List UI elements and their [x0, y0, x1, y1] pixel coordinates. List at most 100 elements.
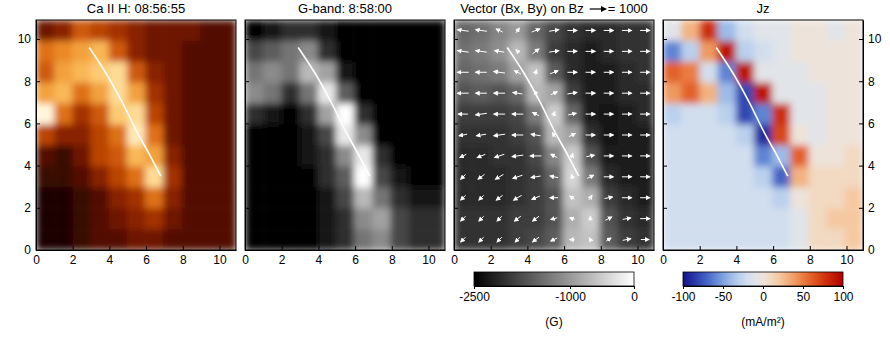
cell	[109, 208, 128, 230]
cell	[127, 187, 146, 209]
axis-line	[863, 21, 864, 251]
vector-arrow	[549, 30, 559, 32]
cell	[163, 166, 182, 188]
cell	[790, 166, 809, 188]
panel-title: G-band: 8:58:00	[298, 1, 392, 16]
tick-label: 50	[797, 290, 811, 304]
vector-arrow	[479, 237, 484, 242]
tick-label: 0	[868, 243, 875, 257]
cell	[772, 229, 791, 250]
cell	[808, 104, 827, 126]
tick-label: -50	[715, 290, 733, 304]
cell	[527, 229, 546, 250]
cell	[845, 125, 863, 147]
tick-mark	[859, 208, 863, 209]
cell	[454, 83, 473, 105]
tick: 10	[859, 32, 882, 46]
vector-arrow	[476, 113, 487, 115]
cell	[490, 125, 509, 147]
cell	[827, 187, 846, 209]
vector-arrow	[640, 51, 650, 52]
cell	[545, 229, 564, 250]
tick-mark	[109, 246, 110, 250]
tick-label: 6	[24, 117, 31, 131]
tick-label: 4	[868, 159, 875, 173]
tick	[245, 39, 249, 40]
cell	[263, 104, 282, 126]
tick-label: 0	[631, 290, 638, 304]
cell	[790, 187, 809, 209]
cell	[354, 83, 373, 105]
tick: 6	[770, 246, 777, 267]
cell	[281, 104, 300, 126]
cell	[127, 83, 146, 105]
tick-mark	[428, 246, 429, 250]
cell	[808, 208, 827, 230]
cell	[736, 41, 755, 63]
cell	[509, 41, 528, 63]
tick: -2500	[459, 286, 490, 304]
cell	[281, 41, 300, 63]
colorbar: -2500-10000(G)	[459, 272, 638, 329]
cell	[736, 62, 755, 84]
cell	[127, 208, 146, 230]
guide-line	[89, 47, 161, 176]
cell	[699, 125, 718, 147]
tick: 8	[859, 75, 875, 89]
cell	[281, 229, 300, 250]
cell	[454, 208, 473, 230]
cell	[636, 145, 654, 167]
cell	[754, 187, 773, 209]
cell	[263, 166, 282, 188]
cell	[336, 104, 355, 126]
cell	[808, 229, 827, 250]
tick-mark	[245, 250, 249, 251]
cell	[354, 104, 373, 126]
vector-arrow	[622, 30, 632, 31]
cell	[263, 208, 282, 230]
tick-label: 0	[242, 253, 249, 267]
tick: 2	[24, 201, 40, 215]
cell	[181, 229, 200, 250]
cell	[427, 229, 445, 250]
plot-area	[663, 20, 863, 250]
cell	[681, 125, 700, 147]
cell	[599, 83, 618, 105]
tick-label: 0	[760, 290, 767, 304]
cell	[54, 104, 73, 126]
cell	[200, 166, 219, 188]
cell	[718, 187, 737, 209]
panel: 0246810G-band: 8:58:00	[242, 1, 445, 267]
cell	[390, 83, 409, 105]
tick-mark	[564, 246, 565, 250]
cell	[618, 145, 637, 167]
vector-arrow	[457, 72, 468, 73]
vector-arrow	[533, 216, 539, 221]
tick-label: 10	[213, 253, 227, 267]
cell	[636, 166, 654, 188]
vector-arrow	[512, 135, 523, 136]
cell	[127, 166, 146, 188]
cell	[354, 62, 373, 84]
vector-arrow	[586, 72, 596, 73]
axis-line	[37, 250, 237, 251]
cell	[109, 41, 128, 63]
tick-mark	[527, 246, 528, 250]
cell	[354, 41, 373, 63]
cell	[563, 166, 582, 188]
vector-arrow	[457, 51, 468, 53]
cell	[472, 166, 491, 188]
tick-mark	[245, 123, 249, 124]
tick-label: 2	[868, 201, 875, 215]
vector-arrow	[461, 216, 466, 221]
vector-arrow	[622, 72, 632, 73]
cell	[263, 187, 282, 209]
vector-arrow	[622, 135, 632, 136]
cell	[318, 62, 337, 84]
tick-label: 0	[24, 243, 31, 257]
cell	[427, 41, 445, 63]
cell	[790, 62, 809, 84]
cell	[509, 187, 528, 209]
cell	[372, 208, 391, 230]
vector-arrow	[571, 174, 573, 179]
